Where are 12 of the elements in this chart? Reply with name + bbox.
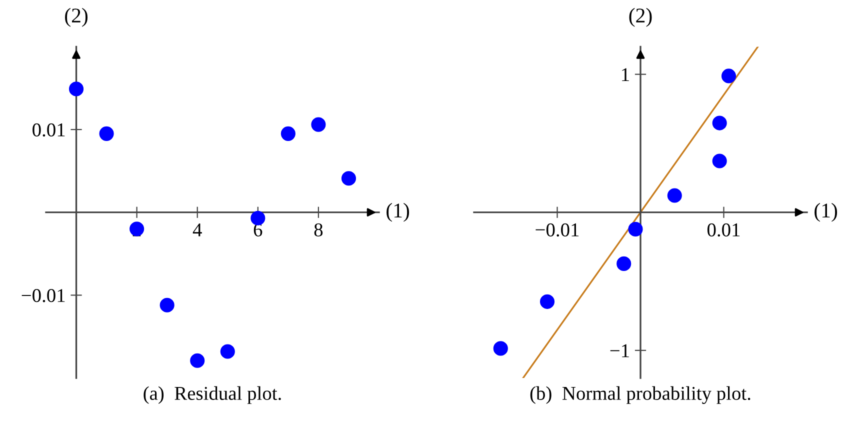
text: (b) Normal probability plot. — [530, 386, 750, 404]
x-tick-label: −0.01 — [536, 223, 579, 237]
x-axis-title: (1) — [386, 202, 410, 222]
y-axis-title: (2) — [629, 8, 652, 27]
y-axis-title: (2) — [65, 8, 88, 27]
x-tick-label: 8 — [314, 223, 323, 236]
x-axis-title: (1) — [814, 202, 838, 222]
x-tick-label: 4 — [192, 223, 202, 236]
x-tick-label: 0.01 — [707, 223, 740, 237]
text: (a) Residual plot. — [144, 386, 281, 404]
y-tick-label: −1 — [610, 344, 629, 358]
y-tick-label: 1 — [622, 68, 629, 82]
